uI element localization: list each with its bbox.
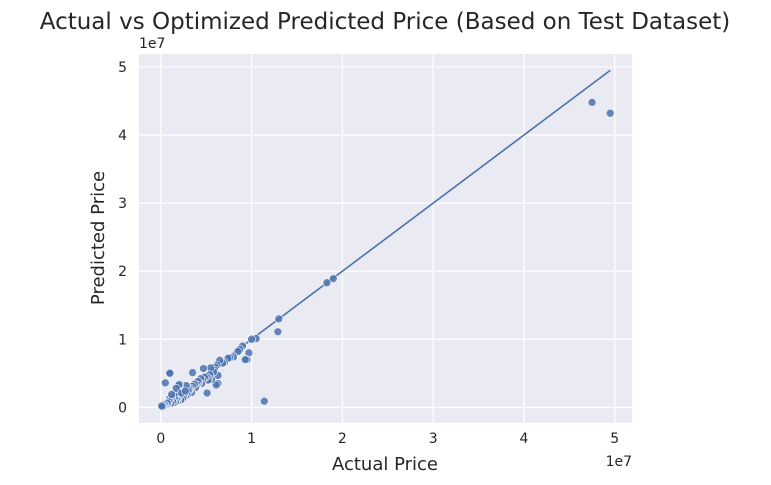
scatter-point (181, 386, 190, 396)
scatter-point (247, 334, 256, 344)
y-offset-label: 1e7 (139, 36, 165, 52)
x-axis-label: Actual Price (332, 454, 438, 475)
scatter-point (171, 383, 181, 393)
y-tick-label: 4 (118, 128, 127, 144)
scatter-point (161, 378, 170, 388)
scatter-point (605, 108, 615, 118)
y-tick-label: 2 (118, 264, 127, 280)
scatter-point (165, 369, 175, 378)
x-tick-label: 5 (610, 431, 619, 447)
scatter-point (199, 364, 208, 373)
scatter-point (273, 327, 283, 337)
y-tick-label: 0 (118, 400, 127, 416)
x-tick-label: 3 (429, 431, 438, 447)
grid (139, 54, 632, 423)
chart-title: Actual vs Optimized Predicted Price (Bas… (40, 9, 731, 35)
scatter-points (157, 98, 615, 411)
scatter-point (157, 401, 166, 411)
y-axis-label: Predicted Price (88, 171, 109, 305)
scatter-point (202, 388, 212, 398)
x-tick-label: 2 (338, 431, 347, 447)
y-tick-labels: 0 1 2 3 4 5 (118, 60, 127, 416)
y-tick-label: 5 (118, 60, 127, 76)
y-tick-label: 3 (118, 196, 127, 212)
scatter-point (328, 274, 338, 283)
scatter-point (322, 278, 332, 288)
x-tick-labels: 0 1 2 3 4 5 (156, 431, 619, 447)
scatter-point (587, 98, 597, 107)
x-tick-label: 1 (247, 431, 256, 447)
scatter-point (274, 314, 284, 324)
x-tick-label: 0 (156, 431, 165, 447)
x-tick-label: 4 (519, 431, 528, 447)
y-tick-label: 1 (118, 332, 127, 348)
scatter-point (188, 368, 197, 377)
x-offset-label: 1e7 (606, 454, 632, 470)
scatter-point (259, 396, 269, 406)
scatter-point (167, 390, 176, 399)
scatter-point (240, 355, 250, 364)
